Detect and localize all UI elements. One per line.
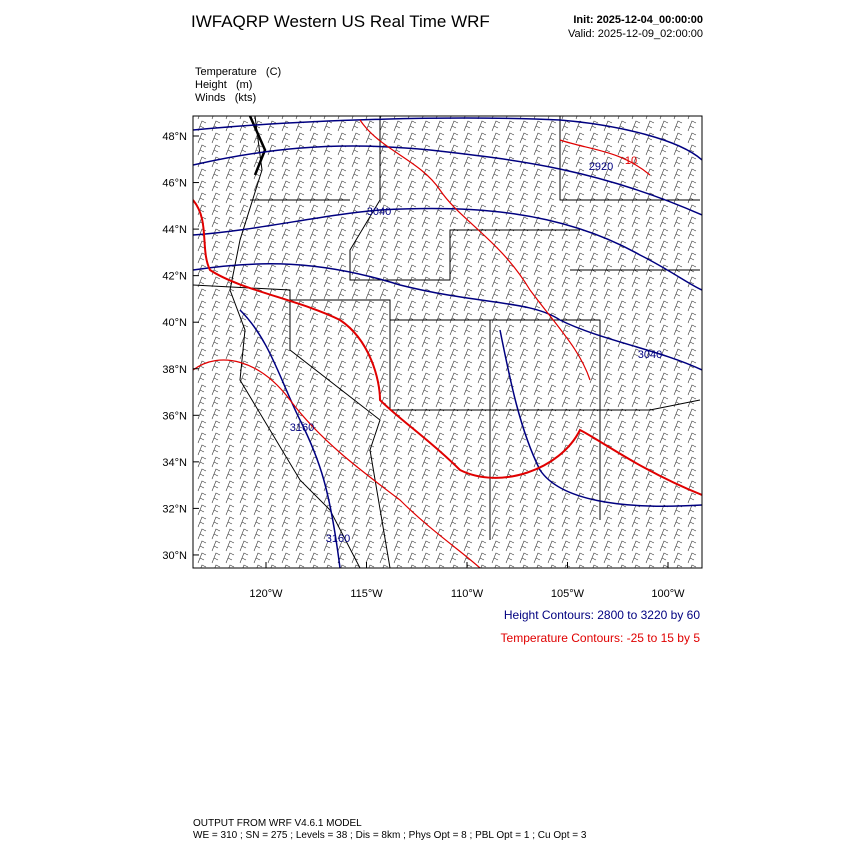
map-area <box>193 116 702 568</box>
contour-label: 3160 <box>290 422 314 434</box>
lon-label: 120°W <box>249 588 283 600</box>
footer-model: OUTPUT FROM WRF V4.6.1 MODEL <box>193 818 362 829</box>
lon-label: 105°W <box>551 588 585 600</box>
field-label: Height (m) <box>195 79 252 91</box>
contour-labels: 2920 10 3040 3040 3160 3160 <box>290 155 662 545</box>
lon-label: 115°W <box>350 588 383 600</box>
title: IWFAQRP Western US Real Time WRF <box>191 12 490 31</box>
field-label: Temperature (C) <box>195 66 281 78</box>
lat-label: 36°N <box>162 410 187 422</box>
latitude-labels: 48°N 46°N 44°N 42°N 40°N 38°N 36°N 34°N 32°N 30°N <box>162 131 199 562</box>
field-label: Winds (kts) <box>195 92 256 104</box>
contour-label: 2920 <box>589 161 613 173</box>
lat-label: 38°N <box>162 364 187 376</box>
lat-label: 46°N <box>162 178 187 190</box>
temperature-contours <box>193 119 702 568</box>
wind-barbs <box>193 116 702 568</box>
contour-label: 3040 <box>367 206 391 218</box>
lat-label: 32°N <box>162 503 187 515</box>
lat-label: 44°N <box>162 224 187 236</box>
valid-time: Valid: 2025-12-09_02:00:00 <box>568 28 703 40</box>
map-frame <box>192 115 703 569</box>
init-time: Init: 2025-12-04_00:00:00 <box>573 14 703 26</box>
contour-label: 10 <box>625 155 637 167</box>
footer-settings: WE = 310 ; SN = 275 ; Levels = 38 ; Dis … <box>193 830 587 841</box>
lon-label: 100°W <box>651 588 685 600</box>
height-legend: Height Contours: 2800 to 3220 by 60 <box>504 608 700 622</box>
lat-label: 40°N <box>162 317 187 329</box>
longitude-labels: 120°W 115°W 110°W 105°W 100°W <box>249 562 685 600</box>
height-contours <box>193 117 702 568</box>
lat-label: 48°N <box>162 131 187 143</box>
contour-label: 3040 <box>638 349 662 361</box>
lat-label: 42°N <box>162 271 187 283</box>
lat-label: 30°N <box>162 550 187 562</box>
lon-label: 110°W <box>451 588 484 600</box>
contour-label: 3160 <box>326 533 350 545</box>
temperature-legend: Temperature Contours: -25 to 15 by 5 <box>501 631 701 645</box>
lat-label: 34°N <box>162 457 187 469</box>
